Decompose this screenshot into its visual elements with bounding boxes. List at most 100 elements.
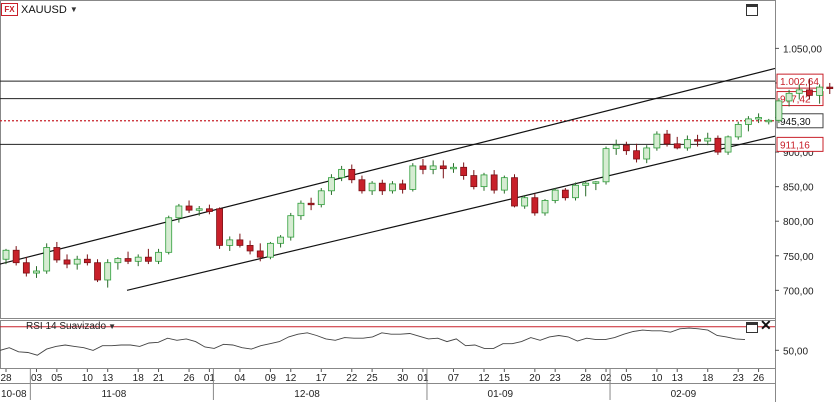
price-axis-label: 700,00 (783, 286, 814, 297)
candle-down (246, 245, 254, 252)
candle-down (307, 202, 315, 206)
candle-up (175, 205, 183, 219)
rsi-axis-label: 50,00 (783, 346, 808, 357)
candle-up (114, 258, 122, 264)
candle-up (643, 147, 651, 160)
candle-down (470, 175, 478, 188)
candle-down (22, 262, 30, 274)
candle-up (267, 242, 274, 258)
candle-up (683, 139, 691, 149)
candle-down (205, 208, 213, 212)
candle-up (795, 89, 803, 94)
rsi-indicator-selector[interactable]: RSI 14 Suavizado ▼ (26, 321, 116, 332)
candle-up (765, 119, 773, 123)
day-label: 23 (733, 373, 745, 384)
candle-down (185, 205, 193, 211)
candle-down (256, 250, 264, 258)
candle-up (297, 202, 305, 217)
candle-down (531, 197, 539, 214)
day-label: 07 (448, 373, 460, 384)
caret-down-icon: ▼ (108, 322, 116, 331)
level-price-box (776, 136, 824, 152)
candle-down (94, 262, 101, 281)
price-axis-label: 900,00 (783, 148, 814, 159)
candle-up (500, 177, 508, 191)
level-price-box (776, 73, 824, 89)
candle-down (826, 86, 834, 90)
candle-down (806, 89, 813, 96)
day-label: 05 (51, 373, 63, 384)
day-label: 26 (753, 373, 765, 384)
price-axis-label: 750,00 (783, 252, 814, 263)
candle-up (653, 133, 661, 149)
level-price-label: 911,16 (780, 140, 810, 151)
price-axis-label: 850,00 (783, 183, 814, 194)
candle-up (73, 258, 81, 265)
day-label: 12 (478, 373, 490, 384)
candle-down (439, 165, 447, 170)
candle-down (673, 143, 681, 149)
candle-up (429, 165, 437, 170)
price-axis-label: 800,00 (783, 217, 814, 228)
candle-down (490, 174, 498, 191)
rsi-maximize-icon[interactable] (746, 322, 758, 333)
candle-up (450, 166, 457, 170)
candle-down (633, 150, 640, 160)
candle-down (348, 168, 356, 181)
candle-up (2, 249, 10, 260)
day-label: 25 (367, 373, 379, 384)
level-price-label: 977,42 (780, 95, 811, 106)
current-price-box (776, 113, 824, 129)
day-label: 12 (285, 373, 297, 384)
candle-up (338, 168, 346, 179)
maximize-icon[interactable] (746, 4, 758, 16)
trendline-lower-channel (126, 135, 776, 291)
candle-up (226, 239, 234, 246)
day-label: 20 (529, 373, 541, 384)
day-label: 18 (133, 373, 145, 384)
candle-down (124, 258, 132, 262)
symbol-selector[interactable]: FX XAUUSD ▼ (1, 3, 78, 16)
candle-up (582, 182, 590, 186)
candle-up (165, 217, 173, 253)
trendline-upper-channel (0, 67, 776, 265)
day-label: 18 (702, 373, 714, 384)
rsi-close-icon[interactable]: ✕ (760, 317, 772, 333)
rsi-title: RSI 14 Suavizado (26, 321, 107, 332)
candle-up (734, 124, 742, 138)
candle-up (43, 247, 51, 272)
candle-down (460, 166, 468, 176)
symbol-label: XAUUSD (21, 3, 67, 16)
candle-up (480, 174, 488, 188)
candle-up (592, 181, 600, 184)
candle-down (378, 182, 386, 192)
day-label: 09 (265, 373, 277, 384)
day-label: 22 (346, 373, 358, 384)
candle-up (277, 236, 284, 244)
candle-up (775, 100, 783, 121)
fx-icon: FX (1, 3, 18, 16)
candle-down (714, 137, 722, 153)
month-label: 02-09 (671, 389, 697, 400)
candle-down (511, 177, 518, 207)
candle-up (104, 262, 112, 281)
candle-down (53, 247, 61, 261)
candle-up (389, 183, 396, 192)
candle-up (704, 137, 712, 142)
candle-up (368, 182, 376, 192)
day-label: 03 (31, 373, 43, 384)
day-label: 01 (417, 373, 429, 384)
candle-up (541, 200, 549, 214)
price-axis-label: 1.050,00 (783, 44, 822, 55)
current-price-label: 945,30 (780, 117, 811, 128)
day-label: 26 (183, 373, 195, 384)
candle-up (572, 184, 579, 199)
candle-up (33, 270, 40, 274)
candle-up (755, 117, 762, 120)
day-label: 13 (672, 373, 684, 384)
candle-up (602, 148, 610, 183)
month-label: 11-08 (101, 389, 126, 400)
day-label: 02 (600, 373, 612, 384)
day-label: 15 (499, 373, 511, 384)
